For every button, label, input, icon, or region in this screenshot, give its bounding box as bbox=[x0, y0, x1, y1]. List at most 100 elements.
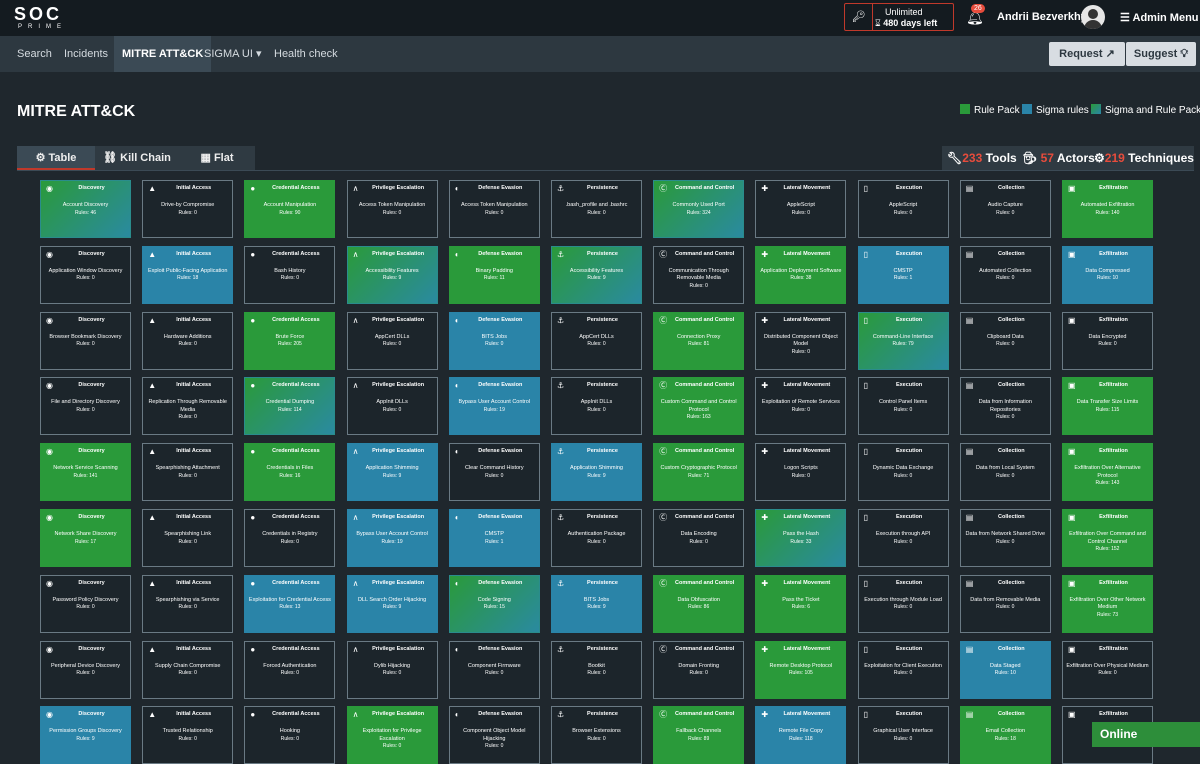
technique-card[interactable]: ∧ Privilege Escalation Accessibility Featu… bbox=[346, 245, 438, 304]
nav-sigma-ui[interactable]: SIGMA UI ▾ bbox=[196, 36, 270, 72]
tab-flat[interactable]: ▦ Flat bbox=[179, 146, 255, 170]
technique-card[interactable]: ▲ Initial Access Supply Chain Compromise Ru… bbox=[142, 640, 234, 699]
technique-card[interactable]: ⚓︎ Persistence Application Shimming Rules: … bbox=[551, 443, 642, 502]
technique-card[interactable]: ▲ Initial Access Trusted Relationship Rules… bbox=[142, 706, 234, 764]
technique-card[interactable]: ● Credential Access Forced Authentication R… bbox=[244, 640, 336, 699]
technique-card[interactable]: ▣ Exfiltration Data Encrypted Rules: 0 bbox=[1062, 311, 1153, 370]
technique-card[interactable]: ✚ Lateral Movement Pass the Hash Rules: 33 bbox=[755, 509, 847, 567]
tab-kill-chain[interactable]: ⛓︎ Kill Chain bbox=[95, 146, 179, 170]
technique-card[interactable]: ◐ Defense Evasion Code Signing Rules: 15 bbox=[448, 574, 540, 633]
technique-card[interactable]: ▣ Exfiltration Exfiltration Over Alternati… bbox=[1062, 443, 1153, 502]
technique-card[interactable]: ● Credential Access Brute Force Rules: 205 bbox=[244, 311, 336, 370]
technique-card[interactable]: ▤ Collection Data Staged Rules: 10 bbox=[959, 640, 1051, 699]
technique-card[interactable]: Ⓒ Command and Control Fallback Channels Rul… bbox=[653, 706, 745, 764]
technique-card[interactable]: ✚ Lateral Movement Remote File Copy Rules: … bbox=[755, 706, 847, 764]
technique-card[interactable]: ▤ Collection Clipboard Data Rules: 0 bbox=[959, 311, 1051, 370]
technique-card[interactable]: ∧ Privilege Escalation DLL Search Order Hi… bbox=[346, 574, 438, 633]
technique-card[interactable]: ▯ Execution Execution through Module Load R… bbox=[857, 574, 949, 633]
technique-card[interactable]: ● Credential Access Exploitation for Crede… bbox=[244, 574, 336, 633]
technique-card[interactable]: ∧ Privilege Escalation AppInit DLLs Rules: … bbox=[346, 377, 438, 436]
technique-card[interactable]: ▯ Execution CMSTP Rules: 1 bbox=[857, 245, 949, 304]
technique-card[interactable]: ▯ Execution Execution through API Rules: 0 bbox=[857, 509, 949, 567]
technique-card[interactable]: ▤ Collection Data from Network Shared Driv… bbox=[959, 509, 1051, 567]
technique-card[interactable]: ⚓︎ Persistence .bash_profile and .bashrc Ru… bbox=[551, 180, 642, 238]
technique-card[interactable]: ∧ Privilege Escalation Access Token Manipu… bbox=[346, 180, 438, 238]
technique-card[interactable]: ▤ Collection Data from Removable Media Rule… bbox=[959, 574, 1051, 633]
technique-card[interactable]: ▣ Exfiltration Data Transfer Size Limits Ru… bbox=[1062, 377, 1153, 436]
technique-card[interactable]: ▯ Execution AppleScript Rules: 0 bbox=[857, 180, 949, 238]
technique-card[interactable]: ◐ Defense Evasion Binary Padding Rules: 11 bbox=[448, 245, 540, 304]
technique-card[interactable]: ◐ Defense Evasion Bypass User Account Cont… bbox=[448, 377, 540, 436]
technique-card[interactable]: ◉ Discovery Application Window Discovery Ru… bbox=[40, 245, 131, 304]
technique-card[interactable]: ▯ Execution Exploitation for Client Execut… bbox=[857, 640, 949, 699]
technique-card[interactable]: Ⓒ Command and Control Custom Command and C… bbox=[653, 377, 745, 436]
technique-card[interactable]: ◉ Discovery Peripheral Device Discovery Rul… bbox=[40, 640, 131, 699]
technique-card[interactable]: ▣ Exfiltration Automated Exfiltration Rules… bbox=[1062, 180, 1153, 238]
technique-card[interactable]: ▲ Initial Access Exploit Public-Facing App… bbox=[142, 245, 234, 304]
technique-card[interactable]: Ⓒ Command and Control Connection Proxy Rule… bbox=[653, 311, 745, 370]
online-status-badge[interactable]: Online bbox=[1092, 722, 1200, 747]
technique-card[interactable]: ⚓︎ Persistence Browser Extensions Rules: 0 bbox=[551, 706, 642, 764]
stat-tools[interactable]: 🔧︎233 Tools bbox=[947, 146, 1017, 170]
technique-card[interactable]: ∧ Privilege Escalation Application Shimmin… bbox=[346, 443, 438, 502]
technique-card[interactable]: ▯ Execution Command-Line Interface Rules: 7… bbox=[857, 311, 949, 370]
technique-card[interactable]: ◐ Defense Evasion Access Token Manipulatio… bbox=[448, 180, 540, 238]
technique-card[interactable]: ▲ Initial Access Spearphishing via Service… bbox=[142, 574, 234, 633]
technique-card[interactable]: Ⓒ Command and Control Communication Throug… bbox=[653, 245, 745, 304]
technique-card[interactable]: ✚ Lateral Movement Exploitation of Remote … bbox=[755, 377, 847, 436]
technique-card[interactable]: ✚ Lateral Movement Distributed Component O… bbox=[755, 311, 847, 370]
technique-card[interactable]: ⚓︎ Persistence AppInit DLLs Rules: 0 bbox=[551, 377, 642, 436]
technique-card[interactable]: ▣ Exfiltration Exfiltration Over Command a… bbox=[1062, 509, 1153, 567]
technique-card[interactable]: ● Credential Access Hooking Rules: 0 bbox=[244, 706, 336, 764]
technique-card[interactable]: Ⓒ Command and Control Commonly Used Port Ru… bbox=[653, 180, 745, 238]
technique-card[interactable]: ◉ Discovery Network Share Discovery Rules: … bbox=[40, 509, 131, 567]
technique-card[interactable]: ● Credential Access Credential Dumping Rule… bbox=[244, 377, 336, 436]
technique-card[interactable]: ◐ Defense Evasion Component Firmware Rules:… bbox=[448, 640, 540, 699]
technique-card[interactable]: ⚓︎ Persistence BITS Jobs Rules: 9 bbox=[551, 574, 642, 633]
technique-card[interactable]: ∧ Privilege Escalation Bypass User Account… bbox=[346, 509, 438, 567]
technique-card[interactable]: ◉ Discovery Account Discovery Rules: 46 bbox=[40, 180, 131, 238]
user-avatar-icon[interactable] bbox=[1081, 5, 1105, 29]
suggest-button[interactable]: Suggest 💡︎ bbox=[1126, 42, 1196, 66]
technique-card[interactable]: ▯ Execution Dynamic Data Exchange Rules: 0 bbox=[857, 443, 949, 502]
technique-card[interactable]: ∧ Privilege Escalation Exploitation for Pr… bbox=[346, 706, 438, 764]
technique-card[interactable]: ▤ Collection Email Collection Rules: 18 bbox=[959, 706, 1051, 764]
technique-card[interactable]: ∧ Privilege Escalation AppCert DLLs Rules: … bbox=[346, 311, 438, 370]
technique-card[interactable]: ▣ Exfiltration Exfiltration Over Other Net… bbox=[1062, 574, 1153, 633]
nav-health-check[interactable]: Health check bbox=[274, 48, 338, 60]
technique-card[interactable]: ● Credential Access Credentials in Files Ru… bbox=[244, 443, 336, 502]
technique-card[interactable]: ▯ Execution Graphical User Interface Rules:… bbox=[857, 706, 949, 764]
technique-card[interactable]: ▤ Collection Audio Capture Rules: 0 bbox=[959, 180, 1051, 238]
technique-card[interactable]: ◐ Defense Evasion Clear Command History Rul… bbox=[448, 443, 540, 502]
admin-menu-button[interactable]: ☰ Admin Menu bbox=[1120, 11, 1199, 24]
technique-card[interactable]: ● Credential Access Bash History Rules: 0 bbox=[244, 245, 336, 304]
technique-card[interactable]: ▯ Execution Control Panel Items Rules: 0 bbox=[857, 377, 949, 436]
technique-card[interactable]: ◉ Discovery Browser Bookmark Discovery Rule… bbox=[40, 311, 131, 370]
technique-card[interactable]: ✚ Lateral Movement Application Deployment … bbox=[755, 245, 847, 304]
technique-card[interactable]: ⚓︎ Persistence AppCert DLLs Rules: 0 bbox=[551, 311, 642, 370]
technique-card[interactable]: ◐ Defense Evasion BITS Jobs Rules: 0 bbox=[448, 311, 540, 370]
user-name[interactable]: Andrii Bezverkhyi bbox=[997, 11, 1090, 23]
technique-card[interactable]: ⚓︎ Persistence Accessibility Features Rules… bbox=[551, 245, 642, 304]
logo[interactable]: SOC PRIME bbox=[14, 5, 74, 31]
technique-card[interactable]: ● Credential Access Credentials in Registr… bbox=[244, 509, 336, 567]
nav-mitre-attack[interactable]: MITRE ATT&CK bbox=[114, 36, 212, 72]
technique-card[interactable]: ✚ Lateral Movement Remote Desktop Protocol… bbox=[755, 640, 847, 699]
license-box[interactable]: 🔑︎ Unlimited ⌛︎ 480 days left bbox=[844, 3, 954, 31]
nav-search[interactable]: Search bbox=[17, 48, 52, 60]
technique-card[interactable]: ◉ Discovery File and Directory Discovery Ru… bbox=[40, 377, 131, 436]
technique-card[interactable]: ▤ Collection Automated Collection Rules: 0 bbox=[959, 245, 1051, 304]
tab-table[interactable]: ⚙ Table bbox=[17, 146, 95, 170]
technique-card[interactable]: Ⓒ Command and Control Custom Cryptographic… bbox=[653, 443, 745, 502]
technique-card[interactable]: ◉ Discovery Network Service Scanning Rules:… bbox=[40, 443, 131, 502]
technique-card[interactable]: ▣ Exfiltration Exfiltration Over Physical … bbox=[1062, 640, 1153, 699]
technique-card[interactable]: ◐ Defense Evasion CMSTP Rules: 1 bbox=[448, 509, 540, 567]
stat-actors[interactable]: 🕵︎ 57 Actors bbox=[1022, 146, 1095, 170]
request-button[interactable]: Request ↗ bbox=[1049, 42, 1125, 66]
technique-card[interactable]: ▤ Collection Data from Local System Rules: … bbox=[959, 443, 1051, 502]
technique-card[interactable]: ▣ Exfiltration Data Compressed Rules: 10 bbox=[1062, 245, 1153, 304]
technique-card[interactable]: ∧ Privilege Escalation Dylib Hijacking Rule… bbox=[346, 640, 438, 699]
technique-card[interactable]: Ⓒ Command and Control Data Obfuscation Rule… bbox=[653, 574, 745, 633]
technique-card[interactable]: ● Credential Access Account Manipulation Ru… bbox=[244, 180, 336, 238]
technique-card[interactable]: ◐ Defense Evasion Component Object Model H… bbox=[448, 706, 540, 764]
